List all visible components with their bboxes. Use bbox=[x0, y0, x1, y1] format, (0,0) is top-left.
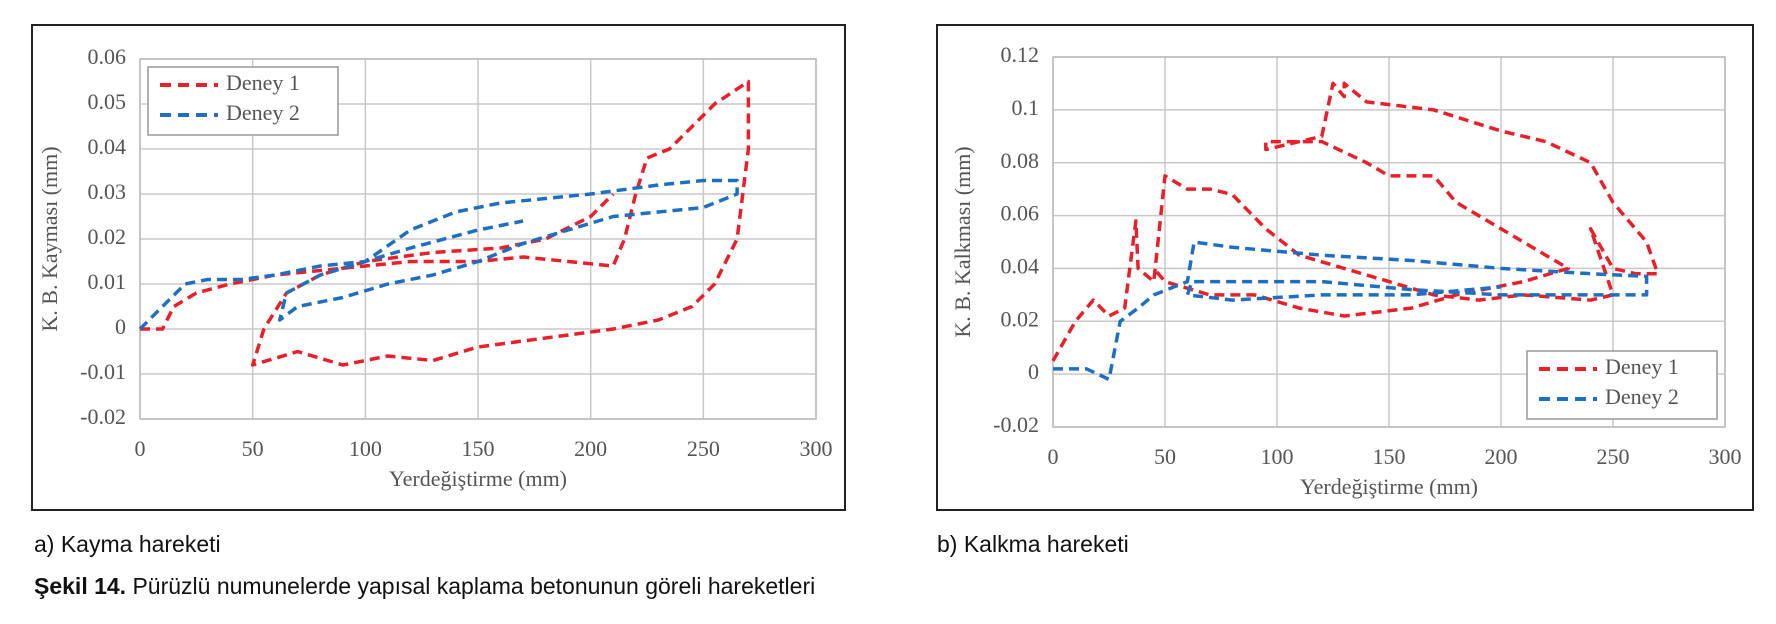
x-tick-label: 200 bbox=[1485, 444, 1518, 469]
series-line bbox=[1053, 240, 1649, 382]
y-tick-label: 0.02 bbox=[88, 224, 127, 249]
x-tick-label: 300 bbox=[1709, 444, 1742, 469]
y-tick-label: 0.1 bbox=[1012, 95, 1040, 120]
plot-frame bbox=[1052, 56, 1726, 428]
x-tick-label: 100 bbox=[1261, 444, 1294, 469]
x-tick-label: 150 bbox=[462, 436, 495, 461]
figure-caption: Şekil 14. Pürüzlü numunelerde yapısal ka… bbox=[34, 573, 815, 599]
legend-box bbox=[1526, 350, 1718, 420]
y-tick-label: 0.02 bbox=[1001, 306, 1040, 331]
y-axis-label: K. B. Kalkması (mm) bbox=[950, 146, 975, 337]
x-tick-label: 50 bbox=[242, 436, 264, 461]
legend-label: Deney 2 bbox=[1605, 384, 1679, 409]
y-tick-label: 0.04 bbox=[1001, 253, 1040, 278]
y-tick-label: 0.06 bbox=[1001, 201, 1040, 226]
legend-label: Deney 2 bbox=[226, 100, 300, 125]
x-tick-label: 250 bbox=[687, 436, 720, 461]
x-tick-label: 0 bbox=[1048, 444, 1059, 469]
legend-box bbox=[147, 66, 339, 136]
x-tick-label: 200 bbox=[574, 436, 607, 461]
figure-label: Şekil 14. bbox=[34, 573, 126, 599]
panel-frame bbox=[31, 24, 846, 511]
x-tick-label: 300 bbox=[800, 436, 833, 461]
legend-label: Deney 1 bbox=[1605, 354, 1679, 379]
y-tick-label: 0.04 bbox=[88, 134, 127, 159]
y-tick-label: 0.12 bbox=[1001, 42, 1040, 67]
legend-label: Deney 1 bbox=[226, 70, 300, 95]
y-tick-label: 0.05 bbox=[88, 89, 127, 114]
panel-frame bbox=[936, 24, 1754, 511]
y-tick-label: -0.02 bbox=[993, 412, 1039, 437]
y-tick-label: 0 bbox=[1028, 359, 1039, 384]
y-tick-label: -0.01 bbox=[80, 359, 126, 384]
y-tick-label: 0.08 bbox=[1001, 148, 1040, 173]
series-line bbox=[138, 178, 739, 331]
y-tick-label: 0.01 bbox=[88, 269, 127, 294]
x-axis-label: Yerdeğiştirme (mm) bbox=[389, 466, 567, 491]
subcaption: b) Kalkma hareketi bbox=[937, 531, 1129, 557]
y-tick-label: 0.03 bbox=[88, 179, 127, 204]
x-tick-label: 100 bbox=[349, 436, 382, 461]
y-tick-label: 0.06 bbox=[88, 44, 127, 69]
subcaption: a) Kayma hareketi bbox=[34, 531, 221, 557]
plot-frame bbox=[139, 58, 817, 420]
x-tick-label: 50 bbox=[1154, 444, 1176, 469]
x-tick-label: 150 bbox=[1373, 444, 1406, 469]
x-tick-label: 0 bbox=[135, 436, 146, 461]
series-line bbox=[1051, 81, 1660, 362]
y-tick-label: 0 bbox=[115, 314, 126, 339]
x-tick-label: 250 bbox=[1597, 444, 1630, 469]
x-axis-label: Yerdeğiştirme (mm) bbox=[1300, 474, 1478, 499]
figure-text: Pürüzlü numunelerde yapısal kaplama beto… bbox=[132, 573, 815, 599]
y-axis-label: K. B. Kayması (mm) bbox=[37, 146, 62, 331]
y-tick-label: -0.02 bbox=[80, 404, 126, 429]
